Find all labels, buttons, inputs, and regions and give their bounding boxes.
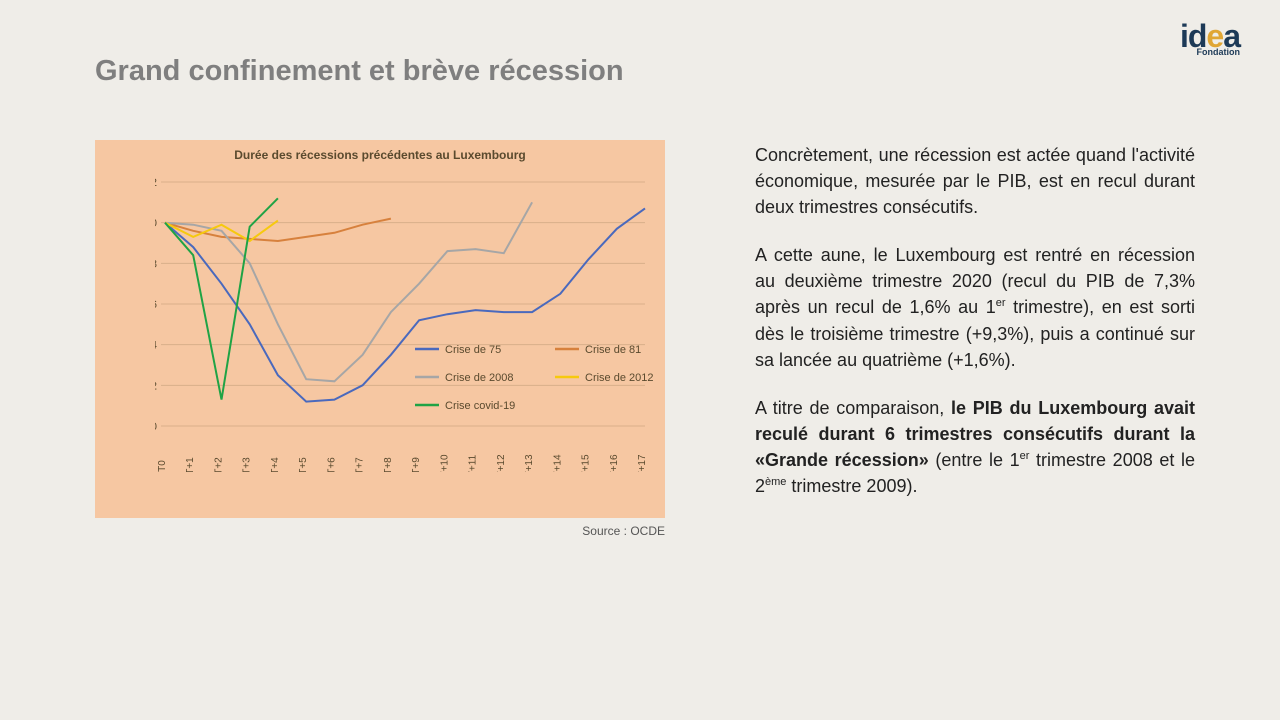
paragraph-2: A cette aune, le Luxembourg est rentré e… — [755, 242, 1195, 372]
svg-text:T+17: T+17 — [637, 454, 648, 472]
svg-text:T+1: T+1 — [185, 457, 196, 472]
svg-text:T+14: T+14 — [552, 454, 563, 472]
legend-label: Crise de 81 — [585, 344, 641, 356]
svg-text:T+7: T+7 — [355, 457, 366, 472]
slide: Grand confinement et brève récession ide… — [0, 0, 1280, 720]
logo: idea Fondation — [1180, 22, 1240, 57]
legend-label: Crise covid-19 — [445, 400, 515, 412]
svg-text:T0: T0 — [157, 460, 168, 472]
svg-text:T+6: T+6 — [326, 457, 337, 472]
chart-title: Durée des récessions précédentes au Luxe… — [95, 148, 665, 162]
chart-source: Source : OCDE — [95, 524, 665, 538]
series-crise-de-81 — [165, 219, 391, 241]
svg-text:T+9: T+9 — [411, 457, 422, 472]
svg-text:90: 90 — [155, 421, 157, 433]
svg-text:94: 94 — [155, 340, 157, 352]
svg-text:T+2: T+2 — [213, 457, 224, 472]
svg-text:T+11: T+11 — [468, 454, 479, 472]
svg-text:T+15: T+15 — [581, 454, 592, 472]
chart-plot: 90 92 94 96 98 100 102 T0 T+1 T+2 T+3 T+4 T+5 T+6 T+7… — [155, 172, 655, 472]
legend-label: Crise de 2012 — [585, 372, 654, 384]
svg-text:98: 98 — [155, 258, 157, 270]
svg-text:T+4: T+4 — [270, 457, 281, 472]
svg-text:96: 96 — [155, 299, 157, 311]
svg-text:T+10: T+10 — [439, 454, 450, 472]
page-title: Grand confinement et brève récession — [95, 55, 624, 88]
svg-text:T+5: T+5 — [298, 457, 309, 472]
svg-text:T+12: T+12 — [496, 454, 507, 472]
body-text: Concrètement, une récession est actée qu… — [755, 142, 1195, 521]
svg-text:T+16: T+16 — [609, 454, 620, 472]
paragraph-3: A titre de comparaison, le PIB du Luxemb… — [755, 395, 1195, 499]
svg-text:100: 100 — [155, 218, 157, 230]
svg-text:T+8: T+8 — [383, 457, 394, 472]
paragraph-1: Concrètement, une récession est actée qu… — [755, 142, 1195, 220]
svg-text:T+3: T+3 — [242, 457, 253, 472]
svg-text:92: 92 — [155, 380, 157, 392]
recession-chart: Durée des récessions précédentes au Luxe… — [95, 140, 665, 518]
legend-label: Crise de 2008 — [445, 372, 514, 384]
svg-text:T+13: T+13 — [524, 454, 535, 472]
legend-label: Crise de 75 — [445, 344, 501, 356]
svg-text:102: 102 — [155, 177, 157, 189]
